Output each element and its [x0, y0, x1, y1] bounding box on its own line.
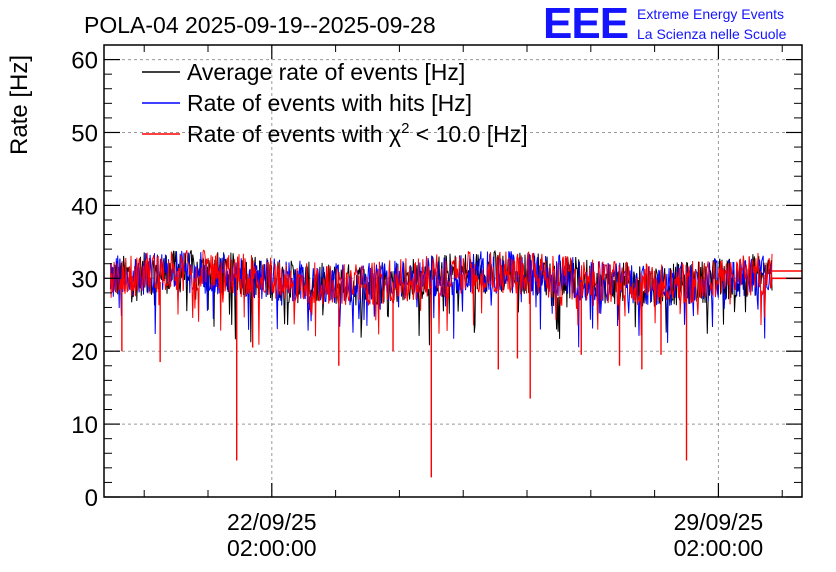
- legend-label: Rate of events with χ2 < 10.0 [Hz]: [187, 120, 528, 147]
- logo-line-1: Extreme Energy Events: [637, 6, 785, 22]
- legend-label: Average rate of events [Hz]: [187, 59, 465, 85]
- axis-ticks: 010203040506022/09/2502:00:0029/09/2502:…: [71, 44, 802, 561]
- y-tick-label: 10: [71, 412, 98, 439]
- plot-frame: [103, 44, 803, 498]
- x-tick-date: 22/09/25: [227, 509, 317, 535]
- logo-line-2: La Scienza nelle Scuole: [637, 26, 787, 42]
- legend-label: Rate of events with hits [Hz]: [187, 90, 472, 116]
- x-tick-time: 02:00:00: [674, 535, 764, 561]
- x-tick-time: 02:00:00: [227, 535, 317, 561]
- series-line: [109, 249, 773, 345]
- series-layer: [109, 249, 802, 478]
- y-tick-label: 0: [85, 485, 98, 512]
- x-tick-date: 29/09/25: [674, 509, 764, 535]
- y-axis-label: Rate [Hz]: [6, 55, 33, 155]
- y-tick-label: 60: [71, 48, 98, 75]
- y-tick-label: 20: [71, 339, 98, 366]
- y-tick-label: 40: [71, 193, 98, 220]
- chart-title: POLA-04 2025-09-19--2025-09-28: [84, 12, 436, 38]
- eee-logo: EEE: [543, 0, 629, 48]
- y-tick-label: 30: [71, 266, 98, 293]
- legend: Average rate of events [Hz] Rate of event…: [142, 59, 528, 147]
- grid-lines: [104, 45, 802, 497]
- y-tick-label: 50: [71, 120, 98, 147]
